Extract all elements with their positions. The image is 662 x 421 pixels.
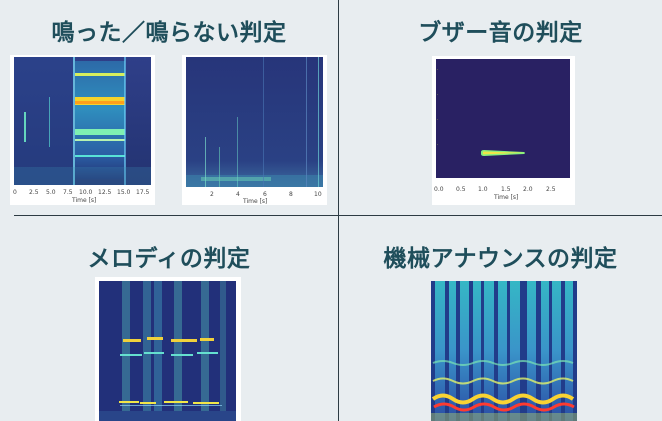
left-tick-4: 10.0 [79, 189, 93, 196]
left-tick-3: 7.5 [63, 189, 73, 196]
right-tick-0: 2 [210, 191, 214, 198]
left-tick-0: 0 [13, 189, 17, 196]
horizontal-divider [14, 215, 662, 216]
spectrogram-left-svg [14, 57, 151, 185]
left-tick-2: 5.0 [46, 189, 56, 196]
spectrogram-right-svg [186, 57, 323, 187]
panel-melody-judgement: メロディの判定 [0, 216, 338, 421]
buzzer-tick-1: 0.5 [456, 186, 466, 193]
announcement-plot-svg [431, 281, 577, 421]
announcement-plot [431, 281, 577, 421]
spectrogram-left-xlabel: Time [s] [72, 197, 97, 204]
spectrogram-left [14, 57, 151, 185]
buzzer-tick-2: 1.0 [478, 186, 488, 193]
panel-title-buzzer: ブザー音の判定 [418, 20, 583, 46]
spectrogram-right-xlabel: Time [s] [243, 198, 268, 205]
right-tick-4: 10 [314, 191, 322, 198]
left-tick-1: 2.5 [29, 189, 39, 196]
left-tick-6: 15.0 [117, 189, 131, 196]
panel-buzzer-judgement: ブザー音の判定 0.0 0.5 1.0 1.5 2.0 2.5 Time [s] [339, 0, 662, 215]
buzzer-tick-0: 0.0 [434, 186, 444, 193]
melody-plot [99, 281, 236, 421]
buzzer-tick-4: 2.0 [523, 186, 533, 193]
vertical-divider [338, 0, 339, 421]
buzzer-tick-5: 2.5 [546, 186, 556, 193]
panel-on-off-judgement: 鳴った／鳴らない判定 [0, 0, 338, 215]
panel-title-announcement: 機械アナウンスの判定 [383, 246, 618, 272]
panel-announcement-judgement: 機械アナウンスの判定 [339, 216, 662, 421]
buzzer-plot-xlabel: Time [s] [494, 194, 519, 201]
panel-title-on-off: 鳴った／鳴らない判定 [51, 20, 287, 46]
buzzer-tick-3: 1.5 [501, 186, 511, 193]
buzzer-plot [436, 59, 570, 178]
right-tick-3: 8 [289, 191, 293, 198]
right-tick-1: 4 [236, 191, 240, 198]
buzzer-plot-svg [436, 59, 570, 178]
spectrogram-right [186, 57, 323, 187]
melody-plot-svg [99, 281, 236, 421]
left-tick-5: 12.5 [98, 189, 112, 196]
right-tick-2: 6 [263, 191, 267, 198]
panel-title-melody: メロディの判定 [87, 246, 251, 272]
left-tick-7: 17.5 [136, 189, 150, 196]
